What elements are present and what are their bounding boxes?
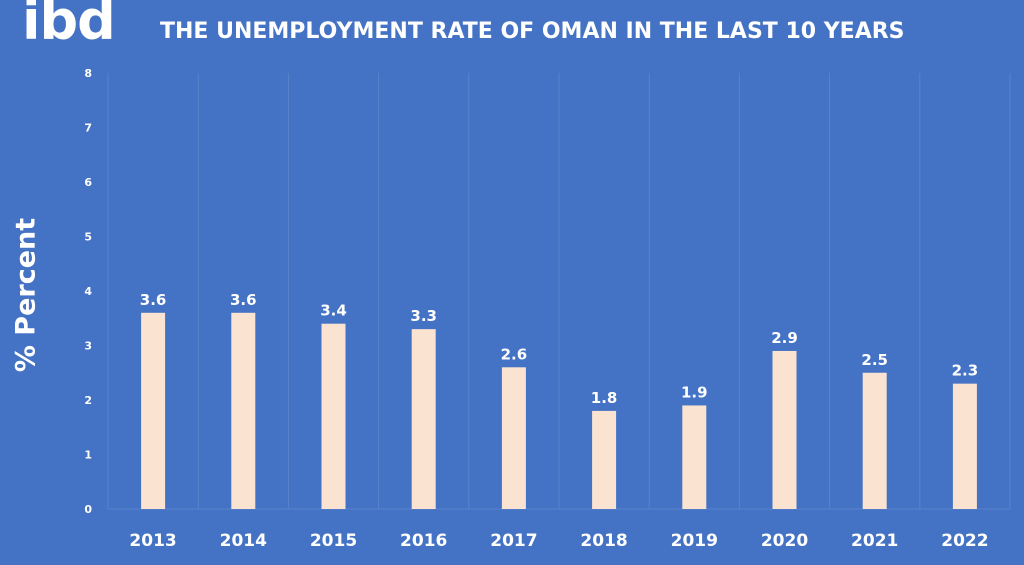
x-tick-label-2018: 2018: [580, 531, 627, 551]
x-tick-label-2020: 2020: [761, 531, 808, 551]
data-label-2021: 2.5: [861, 351, 888, 369]
data-label-2014: 3.6: [230, 291, 257, 309]
data-labels: 3.6 3.6 3.4 3.3 2.6 1.8 1.9 2.9 2.5 2.3: [140, 291, 978, 407]
y-tick-label: 7: [84, 122, 92, 135]
data-label-2016: 3.3: [410, 307, 437, 325]
y-tick-label: 4: [84, 285, 92, 298]
x-tick-label-2017: 2017: [490, 531, 537, 551]
data-label-2019: 1.9: [681, 383, 708, 401]
data-label-2017: 2.6: [501, 345, 528, 363]
x-tick-label-2022: 2022: [941, 531, 988, 551]
bar-2021: [862, 372, 887, 509]
chart-bars: [141, 312, 977, 509]
bar-2017: [501, 367, 526, 509]
y-tick-label: 0: [84, 503, 92, 516]
y-tick-label: 6: [84, 176, 92, 189]
x-tick-label-2021: 2021: [851, 531, 898, 551]
bar-2013: [141, 312, 166, 509]
data-label-2013: 3.6: [140, 291, 167, 309]
y-tick-label: 8: [84, 67, 92, 80]
chart-grid: [107, 73, 1011, 510]
bar-2020: [772, 350, 797, 509]
y-axis-ticks: 0 1 2 3 4 5 6 7 8: [84, 67, 92, 516]
data-label-2022: 2.3: [952, 362, 979, 380]
data-label-2015: 3.4: [320, 302, 347, 320]
x-tick-label-2013: 2013: [129, 531, 176, 551]
x-tick-label-2015: 2015: [310, 531, 357, 551]
x-tick-label-2019: 2019: [671, 531, 718, 551]
bar-2014: [231, 312, 256, 509]
bar-2022: [952, 383, 977, 509]
y-tick-label: 2: [84, 394, 92, 407]
x-axis-ticks: 2013 2014 2015 2016 2017 2018 2019 2020 2021 2022: [129, 531, 988, 551]
x-tick-label-2016: 2016: [400, 531, 447, 551]
x-tick-label-2014: 2014: [220, 531, 267, 551]
y-tick-label: 3: [84, 340, 92, 353]
data-label-2020: 2.9: [771, 329, 798, 347]
brand-logo: ibd: [22, 0, 116, 52]
bar-2015: [321, 323, 346, 509]
bar-2019: [682, 405, 707, 509]
y-tick-label: 5: [84, 231, 92, 244]
bar-2018: [592, 410, 617, 509]
data-label-2018: 1.8: [591, 389, 618, 407]
y-tick-label: 1: [84, 449, 92, 462]
bar-2016: [411, 329, 436, 509]
chart-title: THE UNEMPLOYMENT RATE OF OMAN IN THE LAS…: [160, 19, 905, 44]
